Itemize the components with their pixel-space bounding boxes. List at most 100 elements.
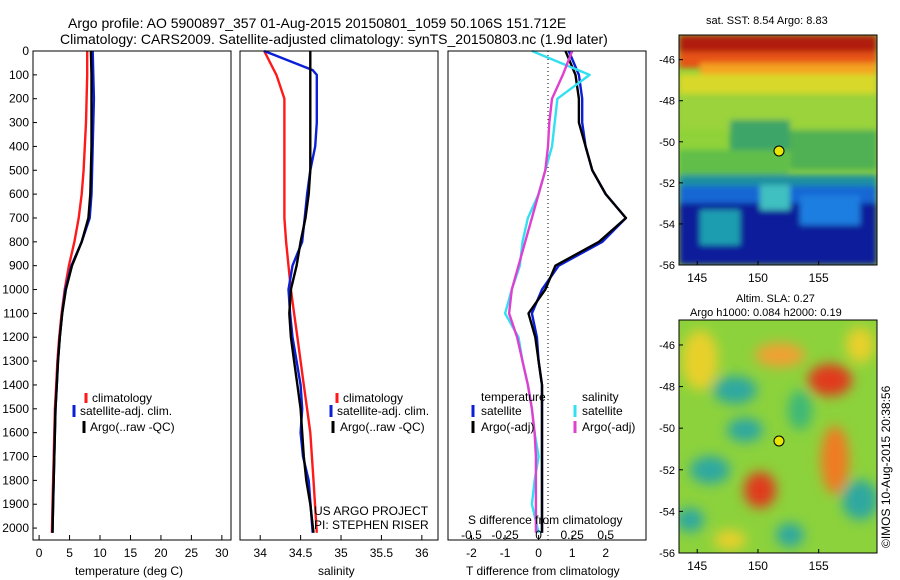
lon-tick-label: 145 (687, 271, 707, 285)
series-line-salinity-satellite (503, 49, 591, 534)
lat-tick-label: -56 (659, 260, 675, 272)
lon-tick-label: 145 (687, 559, 707, 573)
series-line-climatology (263, 50, 318, 533)
legend-label-satellite: satellite-adj. clim. (337, 404, 429, 418)
legend-label-satellite: satellite-adj. clim. (80, 404, 172, 418)
x-tick-label: 2 (602, 546, 609, 560)
lat-tick-label: -54 (659, 219, 675, 231)
difference-plot-frame (447, 50, 647, 541)
legend-label-t-argo: Argo(-adj) (481, 420, 534, 434)
sla-argo-location-marker (773, 435, 785, 447)
y-tick-label: 1600 (2, 426, 29, 440)
lat-tick-label: -46 (659, 55, 675, 67)
x-tick-label: 0 (36, 546, 43, 560)
sla-map-frame (678, 319, 878, 554)
y-tick-label: 600 (9, 187, 29, 201)
x-tick-label: 1 (569, 546, 576, 560)
depth-tick-labels: 0 100 200 300 400 500 600 700 800 900 1000 1100 1200… (2, 44, 37, 535)
sla-latitude-ticks: -46 -48 -50 -52 -54 -56 (659, 340, 683, 560)
y-tick-label: 1800 (2, 473, 29, 487)
legend-title-temperature: temperature (481, 390, 546, 404)
temperature-legend: climatology satellite-adj. clim. Argo(..… (72, 391, 175, 434)
temperature-tick-labels: 0 5 10 15 20 25 30 (36, 535, 229, 560)
salinity-xlabel: salinity (318, 564, 355, 578)
y-tick-label: 0 (22, 44, 29, 58)
sla-longitude-ticks: 145 150 155 (687, 549, 829, 573)
pi-annotation: PI: STEPHEN RISER (314, 518, 429, 532)
sst-heatmap (679, 35, 877, 265)
series-line-climatology (50, 51, 89, 533)
lon-tick-label: 155 (809, 271, 829, 285)
lat-tick-label: -52 (659, 465, 675, 477)
legend-label-argo: Argo(..raw -QC) (90, 420, 175, 434)
sst-map-frame (678, 34, 878, 266)
x-tick-label: 34 (254, 546, 268, 560)
x-tick-label: 5 (66, 546, 73, 560)
x-tick-label: 35 (334, 546, 348, 560)
series-line-argo-raw-qc- (51, 50, 93, 533)
y-tick-label: 1400 (2, 378, 29, 392)
y-tick-label: 1100 (3, 306, 29, 320)
legend-label-climatology: climatology (343, 391, 403, 405)
t-difference-tick-labels: -2 -1 0 1 2 (466, 535, 609, 560)
sla-heatmap (679, 320, 877, 553)
salinity-panel: 34 34.5 35 35.5 36 salinity climatology sate… (239, 49, 439, 578)
x-tick-label: -1 (500, 546, 511, 560)
lon-tick-label: 150 (748, 271, 768, 285)
x-tick-label: 25 (185, 546, 199, 560)
legend-label-s-argo: Argo(-adj) (582, 420, 635, 434)
temperature-plot-frame (32, 50, 232, 541)
sst-latitude-ticks: -46 -48 -50 -52 -54 -56 (659, 55, 683, 272)
salinity-legend: climatology satellite-adj. clim. Argo(..… (329, 391, 429, 434)
temperature-xlabel: temperature (deg C) (75, 564, 183, 578)
legend-label-argo: Argo(..raw -QC) (340, 420, 425, 434)
y-tick-label: 900 (9, 259, 29, 273)
y-tick-label: 100 (9, 68, 29, 82)
x-tick-label: 15 (124, 546, 138, 560)
temperature-panel: 0100200300400500600700800900100011001200… (2, 44, 232, 578)
lat-tick-label: -54 (659, 506, 675, 518)
sst-map-panel: sat. SST: 8.54 Argo: 8.83 -4 (659, 15, 878, 285)
sst-longitude-ticks: 145 150 155 (687, 261, 829, 285)
y-tick-label: 1200 (2, 330, 29, 344)
x-tick-label: 35.5 (370, 546, 394, 560)
x-tick-label: 36 (415, 546, 429, 560)
sst-argo-location-marker (773, 145, 785, 157)
salinity-series-group (263, 49, 318, 533)
legend-label-climatology: climatology (92, 391, 152, 405)
figure-title-line2: Climatology: CARS2009. Satellite-adjuste… (60, 31, 608, 47)
x-tick-label: 10 (93, 546, 107, 560)
lat-tick-label: -52 (659, 178, 675, 190)
y-tick-label: 1700 (2, 450, 29, 464)
y-tick-label: 800 (9, 235, 29, 249)
legend-label-s-satellite: satellite (582, 404, 623, 418)
difference-series-group (503, 49, 628, 534)
lon-tick-label: 150 (748, 559, 768, 573)
y-tick-label: 1500 (2, 402, 29, 416)
salinity-plot-frame (239, 50, 439, 541)
series-line-temperature-argo-adj- (527, 50, 628, 533)
lat-tick-label: -56 (659, 548, 675, 560)
project-annotation: US ARGO PROJECT (314, 504, 429, 518)
sla-map-title-line2: Argo h1000: 0.084 h2000: 0.19 (690, 307, 842, 319)
s-difference-label: S difference from climatology (468, 513, 623, 527)
lat-tick-label: -48 (659, 382, 675, 394)
sla-map-title-line1: Altim. SLA: 0.27 (736, 293, 815, 305)
x-tick-label: 0 (535, 546, 542, 560)
y-tick-label: 500 (9, 163, 29, 177)
sla-map-panel: Altim. SLA: 0.27 Argo h1000: 0.084 h2000… (659, 293, 878, 573)
lat-tick-label: -50 (659, 137, 675, 149)
lon-tick-label: 155 (809, 559, 829, 573)
imos-timestamp: ©IMOS 10-Aug-2015 20:38:56 (879, 385, 893, 548)
y-tick-label: 700 (9, 211, 29, 225)
t-difference-xlabel: T difference from climatology (466, 564, 620, 578)
y-tick-label: 400 (9, 139, 29, 153)
x-tick-label: -2 (466, 546, 477, 560)
x-tick-label: 34.5 (289, 546, 313, 560)
series-line-satellite-adj-clim- (51, 50, 96, 533)
x-tick-label: 20 (154, 546, 168, 560)
y-tick-label: 1000 (2, 283, 29, 297)
legend-title-salinity: salinity (582, 390, 619, 404)
